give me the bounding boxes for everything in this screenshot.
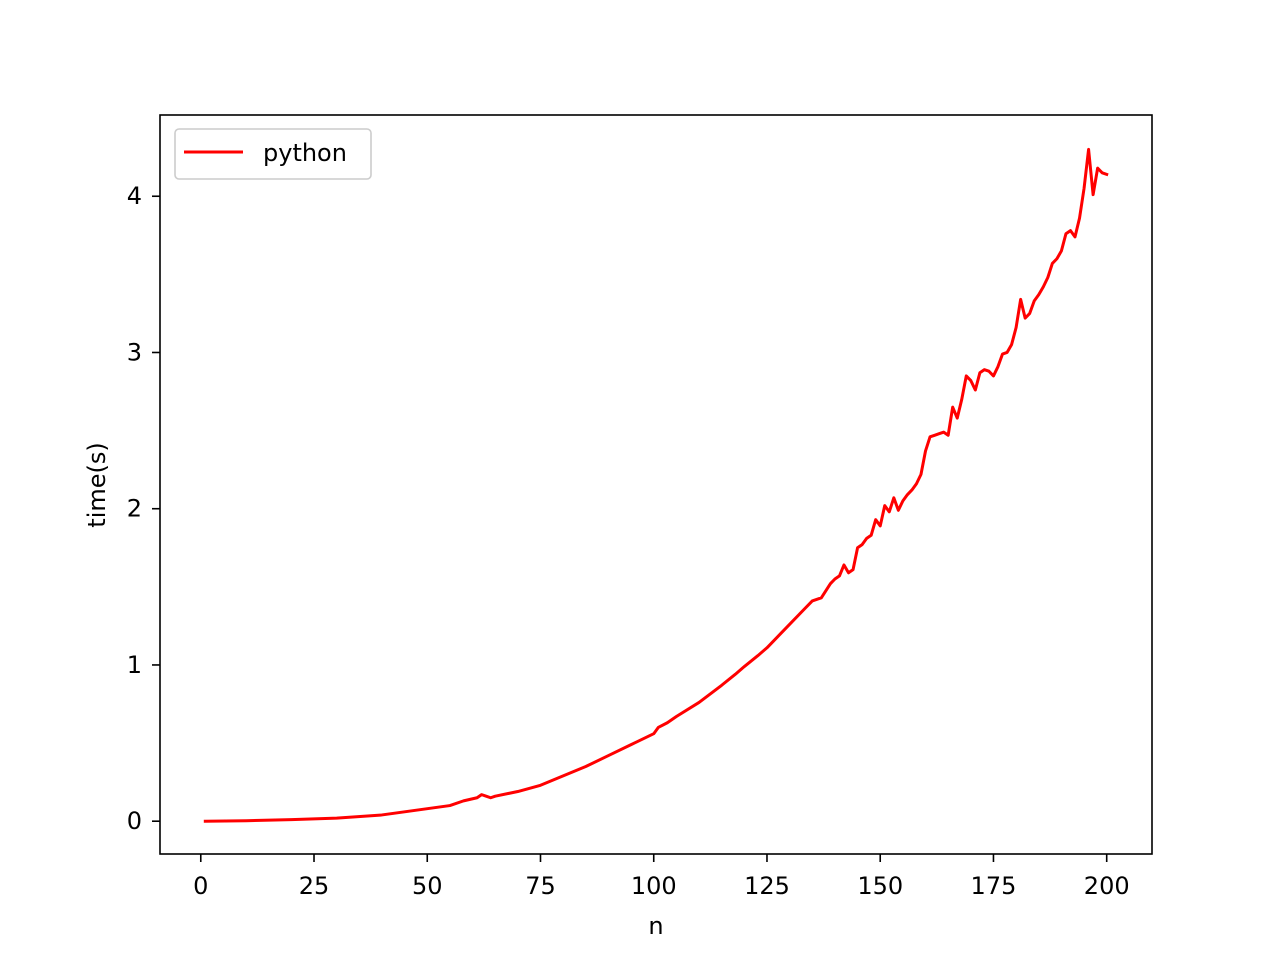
x-tick-label: 150	[857, 872, 903, 900]
x-axis-label: n	[648, 912, 663, 940]
y-tick-label: 3	[127, 338, 142, 366]
y-axis-label: time(s)	[83, 442, 111, 527]
series-line-python	[203, 147, 1109, 823]
x-axis-ticks: 0 25 50 75 100 125 150 175 200	[193, 854, 1130, 900]
plot-area-frame	[159, 114, 1153, 855]
legend-label-python: python	[263, 139, 347, 167]
x-tick-label: 0	[193, 872, 208, 900]
x-tick-label: 175	[971, 872, 1017, 900]
y-tick-label: 2	[127, 495, 142, 523]
y-tick-label: 4	[127, 182, 142, 210]
plot-area-background	[160, 115, 1152, 854]
y-axis-ticks: 0 1 2 3 4	[127, 182, 160, 835]
legend-box	[174, 128, 372, 180]
x-tick-label: 50	[412, 872, 443, 900]
x-tick-label: 100	[631, 872, 677, 900]
x-tick-label: 75	[525, 872, 556, 900]
x-tick-label: 200	[1084, 872, 1130, 900]
y-tick-label: 0	[127, 807, 142, 835]
x-tick-label: 125	[744, 872, 790, 900]
x-tick-label: 25	[299, 872, 330, 900]
y-tick-label: 1	[127, 651, 142, 679]
legend: python	[174, 128, 372, 180]
